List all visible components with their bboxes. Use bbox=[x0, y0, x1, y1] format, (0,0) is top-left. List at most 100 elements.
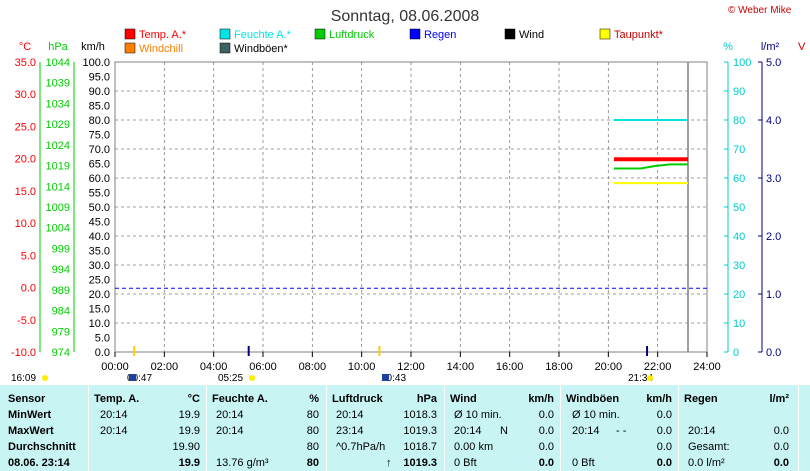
chart-title: Sonntag, 08.06.2008 bbox=[331, 8, 480, 25]
sun-markers: 16:09 00:47 05:25 10:43 21:34 bbox=[11, 346, 653, 384]
tick-label: 10.0 bbox=[15, 218, 36, 230]
tick-label: 1014 bbox=[46, 181, 70, 193]
axis-unit-label: % bbox=[723, 41, 733, 53]
legend-swatch bbox=[409, 28, 421, 40]
wind-value: 0.0 bbox=[538, 457, 554, 469]
copyright: © Weber Mike bbox=[728, 5, 792, 16]
press-value: 1018.7 bbox=[403, 441, 437, 453]
tick-label: 90 bbox=[733, 86, 745, 98]
axis-unit-label: °C bbox=[19, 41, 31, 53]
tick-label: 40 bbox=[733, 231, 745, 243]
rain-value: 0.0 bbox=[773, 457, 789, 469]
sun-marker-label: 16:09 bbox=[11, 373, 36, 384]
stats-table: Sensor Temp. A. °C Feuchte A.% Luftdruck hPa W… bbox=[0, 385, 810, 471]
legend-swatch bbox=[599, 28, 611, 40]
tick-label: 35.0 bbox=[89, 246, 110, 258]
table-divider bbox=[798, 385, 799, 471]
tick-label: 30.0 bbox=[89, 260, 110, 272]
series-luftdruck bbox=[614, 163, 689, 170]
press-trend-icon: ↑ bbox=[386, 457, 392, 469]
tick-label: 974 bbox=[52, 347, 70, 359]
tick-label: 994 bbox=[52, 264, 70, 276]
header-press-unit: hPa bbox=[416, 393, 437, 405]
tick-label: -10.0 bbox=[11, 347, 36, 359]
x-tick-label: 00:00 bbox=[101, 361, 129, 373]
wind-value: 0.0 bbox=[538, 441, 554, 453]
x-tick-label: 06:00 bbox=[249, 361, 277, 373]
gust-value: 0.0 bbox=[656, 425, 672, 437]
header-sensor: Sensor bbox=[8, 393, 46, 405]
table-divider bbox=[678, 385, 679, 471]
tick-label: 1029 bbox=[46, 119, 70, 131]
temp-value: 19.90 bbox=[172, 441, 200, 453]
tick-label: 999 bbox=[52, 243, 70, 255]
tick-label: 1024 bbox=[46, 140, 70, 152]
axis-unit-label: km/h bbox=[81, 41, 105, 53]
tick-label: 35.0 bbox=[15, 57, 36, 69]
tick-label: 5.0 bbox=[766, 57, 781, 69]
wind-value: 0.0 bbox=[538, 409, 554, 421]
x-axis: 00:00 02:00 04:00 06:00 08:00 10:00 12:00 14:00… bbox=[101, 352, 721, 373]
header-temp-unit: °C bbox=[187, 393, 200, 405]
legend-swatch bbox=[219, 28, 231, 40]
header-rain-unit: l/m² bbox=[769, 393, 789, 405]
table-divider bbox=[88, 385, 89, 471]
wind-text: 0.00 km bbox=[454, 441, 494, 453]
header-temp: Temp. A. bbox=[94, 393, 140, 405]
tick-label: 10 bbox=[733, 318, 745, 330]
table-divider bbox=[560, 385, 561, 471]
tick-label: 2.0 bbox=[766, 231, 781, 243]
sun-icon bbox=[647, 375, 653, 381]
table-divider bbox=[444, 385, 445, 471]
hum-time: 20:14 bbox=[216, 409, 244, 421]
header-rain: Regen bbox=[684, 393, 718, 405]
tick-label: 70 bbox=[733, 144, 745, 156]
tick-label: 1.0 bbox=[766, 289, 781, 301]
tick-label: 55.0 bbox=[89, 188, 110, 200]
press-value: 1018.3 bbox=[403, 409, 437, 421]
tick-label: 5.0 bbox=[95, 333, 110, 345]
tick-label: 90.0 bbox=[89, 86, 110, 98]
gust-value: 0.0 bbox=[656, 409, 672, 421]
legend-label: Taupunkt* bbox=[614, 29, 664, 41]
gust-value: 0.0 bbox=[656, 457, 672, 469]
hum-time: 20:14 bbox=[216, 425, 244, 437]
tick-label: 100.0 bbox=[82, 57, 110, 69]
tick-label: 60 bbox=[733, 173, 745, 185]
tick-label: 4.0 bbox=[766, 115, 781, 127]
grid bbox=[114, 61, 708, 353]
x-tick-label: 14:00 bbox=[447, 361, 475, 373]
tick-label: 1044 bbox=[46, 57, 70, 69]
press-time: 20:14 bbox=[336, 409, 364, 421]
press-value: 1019.3 bbox=[403, 425, 437, 437]
rain-value: 0.0 bbox=[773, 425, 789, 437]
legend-label: Regen bbox=[424, 29, 456, 41]
x-tick-label: 24:00 bbox=[693, 361, 721, 373]
tick-label: 15.0 bbox=[89, 304, 110, 316]
axis-labels: °C 35.0 30.0 25.0 20.0 15.0 10.0 5.0 0.0 -5.0 -10.… bbox=[11, 41, 806, 359]
press-time: 23:14 bbox=[336, 425, 364, 437]
legend-swatch bbox=[124, 42, 136, 54]
series-group bbox=[115, 119, 707, 289]
gust-dir: - - bbox=[616, 425, 627, 437]
legend: Temp. A.* Feuchte A.* Luftdruck Regen Wind Ta… bbox=[124, 28, 664, 55]
header-press: Luftdruck bbox=[332, 393, 383, 405]
tick-label: 75.0 bbox=[89, 130, 110, 142]
row-label: Durchschnitt bbox=[8, 441, 76, 453]
gust-text: 0 Bft bbox=[572, 457, 595, 469]
temp-time: 20:14 bbox=[100, 409, 128, 421]
legend-swatch bbox=[504, 28, 516, 40]
moon-icon bbox=[382, 374, 389, 381]
legend-label: Wind bbox=[519, 29, 544, 41]
tick-label: 15.0 bbox=[15, 186, 36, 198]
x-tick-label: 12:00 bbox=[397, 361, 425, 373]
tick-label: 979 bbox=[52, 326, 70, 338]
x-tick-label: 08:00 bbox=[299, 361, 327, 373]
sun-marker-label: 00:47 bbox=[127, 373, 152, 384]
temp-value: 19.9 bbox=[178, 425, 200, 437]
x-tick-label: 16:00 bbox=[496, 361, 524, 373]
tick-label: 80.0 bbox=[89, 115, 110, 127]
x-tick-label: 10:00 bbox=[348, 361, 376, 373]
edge-label: V bbox=[798, 41, 806, 53]
tick-label: 60.0 bbox=[89, 173, 110, 185]
